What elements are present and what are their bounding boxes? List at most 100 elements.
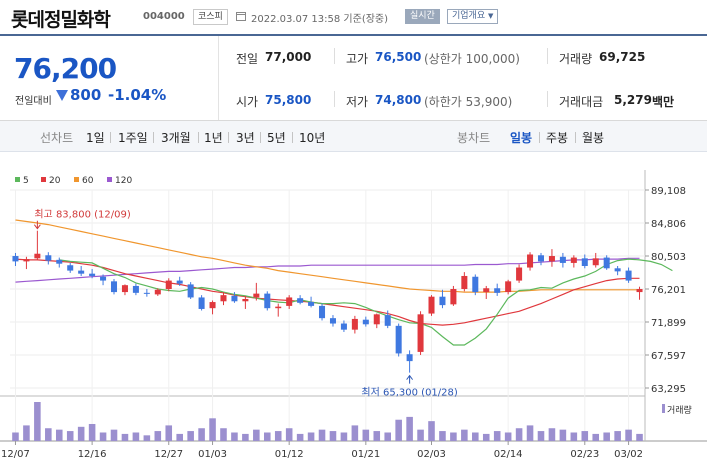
amount-value: 5,279 [614, 93, 652, 107]
y-tick-label: 71,899 [651, 318, 686, 329]
candle-body [625, 270, 632, 281]
volume-bar [439, 431, 446, 441]
x-tick-label: 02/14 [494, 449, 523, 460]
divider [219, 36, 220, 120]
candle-body [121, 285, 128, 293]
volume-bar [88, 423, 96, 441]
volume-legend-swatch [662, 404, 665, 413]
ma-60-line [15, 219, 640, 293]
candle-body [78, 270, 85, 274]
divider [110, 132, 111, 143]
volume-bar [77, 426, 85, 441]
volume-bar [472, 432, 479, 441]
legend-label: 20 [49, 176, 61, 186]
amount-label: 거래대금 [559, 95, 604, 109]
open-label: 시가 [236, 95, 259, 109]
candle-body [461, 275, 468, 290]
candle-body [89, 273, 96, 276]
period-1y[interactable]: 1년 [204, 131, 223, 145]
stock-code: 004000 [143, 11, 185, 22]
volume-bar [242, 433, 249, 441]
company-overview-dropdown[interactable]: 기업개요 ▼ [447, 9, 499, 24]
price-change-percent: -1.04% [108, 86, 167, 104]
period-monthly[interactable]: 월봉 [582, 131, 605, 145]
divider [198, 132, 199, 143]
prev-close-value: 77,000 [265, 50, 312, 64]
period-3m[interactable]: 3개월 [161, 131, 191, 145]
stock-chart[interactable]: 89,108 84,806 80,503 76,201 71,899 67,597 63,2… [0, 170, 707, 473]
period-daily[interactable]: 일봉 [510, 131, 533, 145]
volume-bar [209, 418, 216, 441]
current-price: 76,200 [14, 52, 117, 85]
volume-bar [406, 416, 413, 441]
divider [334, 91, 335, 107]
x-tick-label: 03/02 [614, 449, 643, 460]
candle-body [516, 267, 523, 281]
candle-body [581, 258, 588, 266]
volume-bar [143, 435, 151, 441]
low-arrow-icon [406, 374, 414, 384]
candle-body [472, 276, 479, 293]
divider [153, 132, 154, 143]
period-weekly[interactable]: 주봉 [546, 131, 569, 145]
volume-bar [592, 433, 600, 441]
divider [575, 132, 576, 143]
amount-unit: 백만 [652, 95, 675, 109]
divider [547, 91, 548, 107]
volume-bar [581, 431, 589, 441]
candle-body [384, 315, 391, 326]
volume-bar [154, 431, 162, 441]
period-3y[interactable]: 3년 [236, 131, 255, 145]
volume-bar [110, 429, 118, 441]
divider [334, 48, 335, 64]
period-5y[interactable]: 5년 [267, 131, 286, 145]
period-bar [0, 121, 707, 152]
legend-swatch [74, 177, 79, 182]
candle-body [570, 257, 577, 263]
period-1d[interactable]: 1일 [86, 131, 105, 145]
candle-body [143, 292, 150, 294]
volume-bar [428, 421, 435, 441]
lower-limit: (하한가 53,900) [424, 95, 513, 109]
quote-panel [0, 34, 707, 121]
volume-bar [493, 431, 501, 441]
volume-bar [504, 432, 512, 441]
volume-bar [121, 433, 129, 441]
line-chart-label: 선차트 [40, 131, 74, 145]
legend-swatch [41, 177, 46, 182]
volume-label: 거래량 [559, 52, 593, 66]
ma-120-line [15, 257, 640, 283]
volume-bar [307, 432, 315, 441]
period-10y[interactable]: 10년 [299, 131, 326, 145]
candle-body [209, 302, 216, 309]
current-price-box [0, 36, 219, 120]
candle-body [308, 302, 315, 306]
divider [292, 132, 293, 143]
candle-body [34, 253, 41, 259]
candle-body [275, 306, 282, 309]
upper-limit: (상한가 100,000) [424, 52, 520, 66]
realtime-button[interactable]: 실시간 [405, 9, 440, 24]
company-overview-label: 기업개요 [452, 11, 486, 21]
volume-bar [482, 433, 490, 441]
low-label: 저가 [346, 95, 369, 109]
volume-bar [384, 432, 391, 441]
candle-body [56, 259, 63, 264]
volume-bar [461, 429, 468, 441]
volume-bar [220, 428, 227, 441]
legend-swatch [107, 177, 112, 182]
volume-bar [34, 402, 41, 441]
candle-body [548, 256, 555, 262]
candle-body [67, 265, 74, 271]
volume-bar [45, 428, 52, 441]
volume-bar [187, 431, 194, 441]
volume-bar [264, 432, 271, 441]
volume-bar [231, 432, 238, 441]
period-1w[interactable]: 1주일 [118, 131, 148, 145]
high-label: 고가 [346, 52, 369, 66]
volume-bar [450, 432, 457, 441]
candle-body [329, 318, 336, 324]
volume-bar [253, 429, 260, 441]
ma-5-line [59, 258, 673, 346]
high-arrow-icon [33, 220, 41, 230]
